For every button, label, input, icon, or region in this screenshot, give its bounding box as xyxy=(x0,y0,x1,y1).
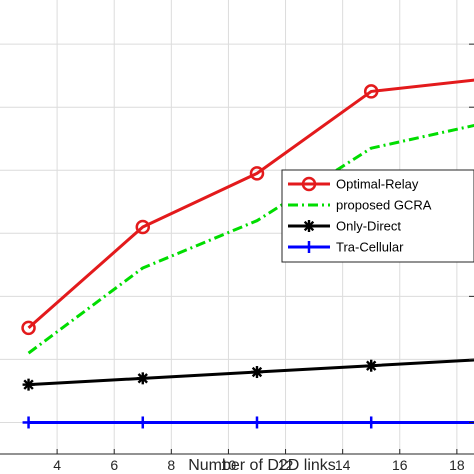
data-point xyxy=(22,416,35,429)
data-point xyxy=(365,416,378,429)
data-point xyxy=(250,416,263,429)
x-tick-label: 6 xyxy=(110,457,118,473)
x-tick-label: 16 xyxy=(392,457,408,473)
data-point xyxy=(249,166,265,181)
x-tick-label: 10 xyxy=(221,457,237,473)
data-point xyxy=(303,241,315,253)
legend-label: Optimal-Relay xyxy=(336,177,419,192)
data-point xyxy=(135,219,151,235)
data-point xyxy=(250,366,263,379)
data-point xyxy=(365,359,378,372)
legend-label: Tra-Cellular xyxy=(336,240,404,255)
x-tick-label: 14 xyxy=(335,457,351,473)
x-tick-label: 18 xyxy=(449,457,465,473)
legend-label: Only-Direct xyxy=(336,219,401,234)
data-point xyxy=(136,416,149,429)
x-axis: 4 6 8 10 12 14 16 18 xyxy=(53,43,474,473)
data-point xyxy=(21,320,36,336)
series-line xyxy=(27,78,474,330)
series-layer xyxy=(21,78,474,429)
x-tick-label: 12 xyxy=(278,457,294,473)
x-tick-label: 8 xyxy=(167,457,175,473)
legend-label: proposed GCRA xyxy=(336,198,432,213)
plot-frame xyxy=(0,453,474,455)
legend: Optimal-Relay proposed GCRA Only-Direct Tra… xyxy=(281,169,474,263)
data-point xyxy=(303,220,315,232)
series-line xyxy=(27,123,474,355)
data-point xyxy=(363,84,379,99)
x-axis-label: Number of D2D links xyxy=(188,457,336,474)
data-point xyxy=(136,372,149,385)
data-point xyxy=(22,378,35,391)
x-tick-label: 4 xyxy=(53,457,61,473)
data-point xyxy=(301,176,317,192)
